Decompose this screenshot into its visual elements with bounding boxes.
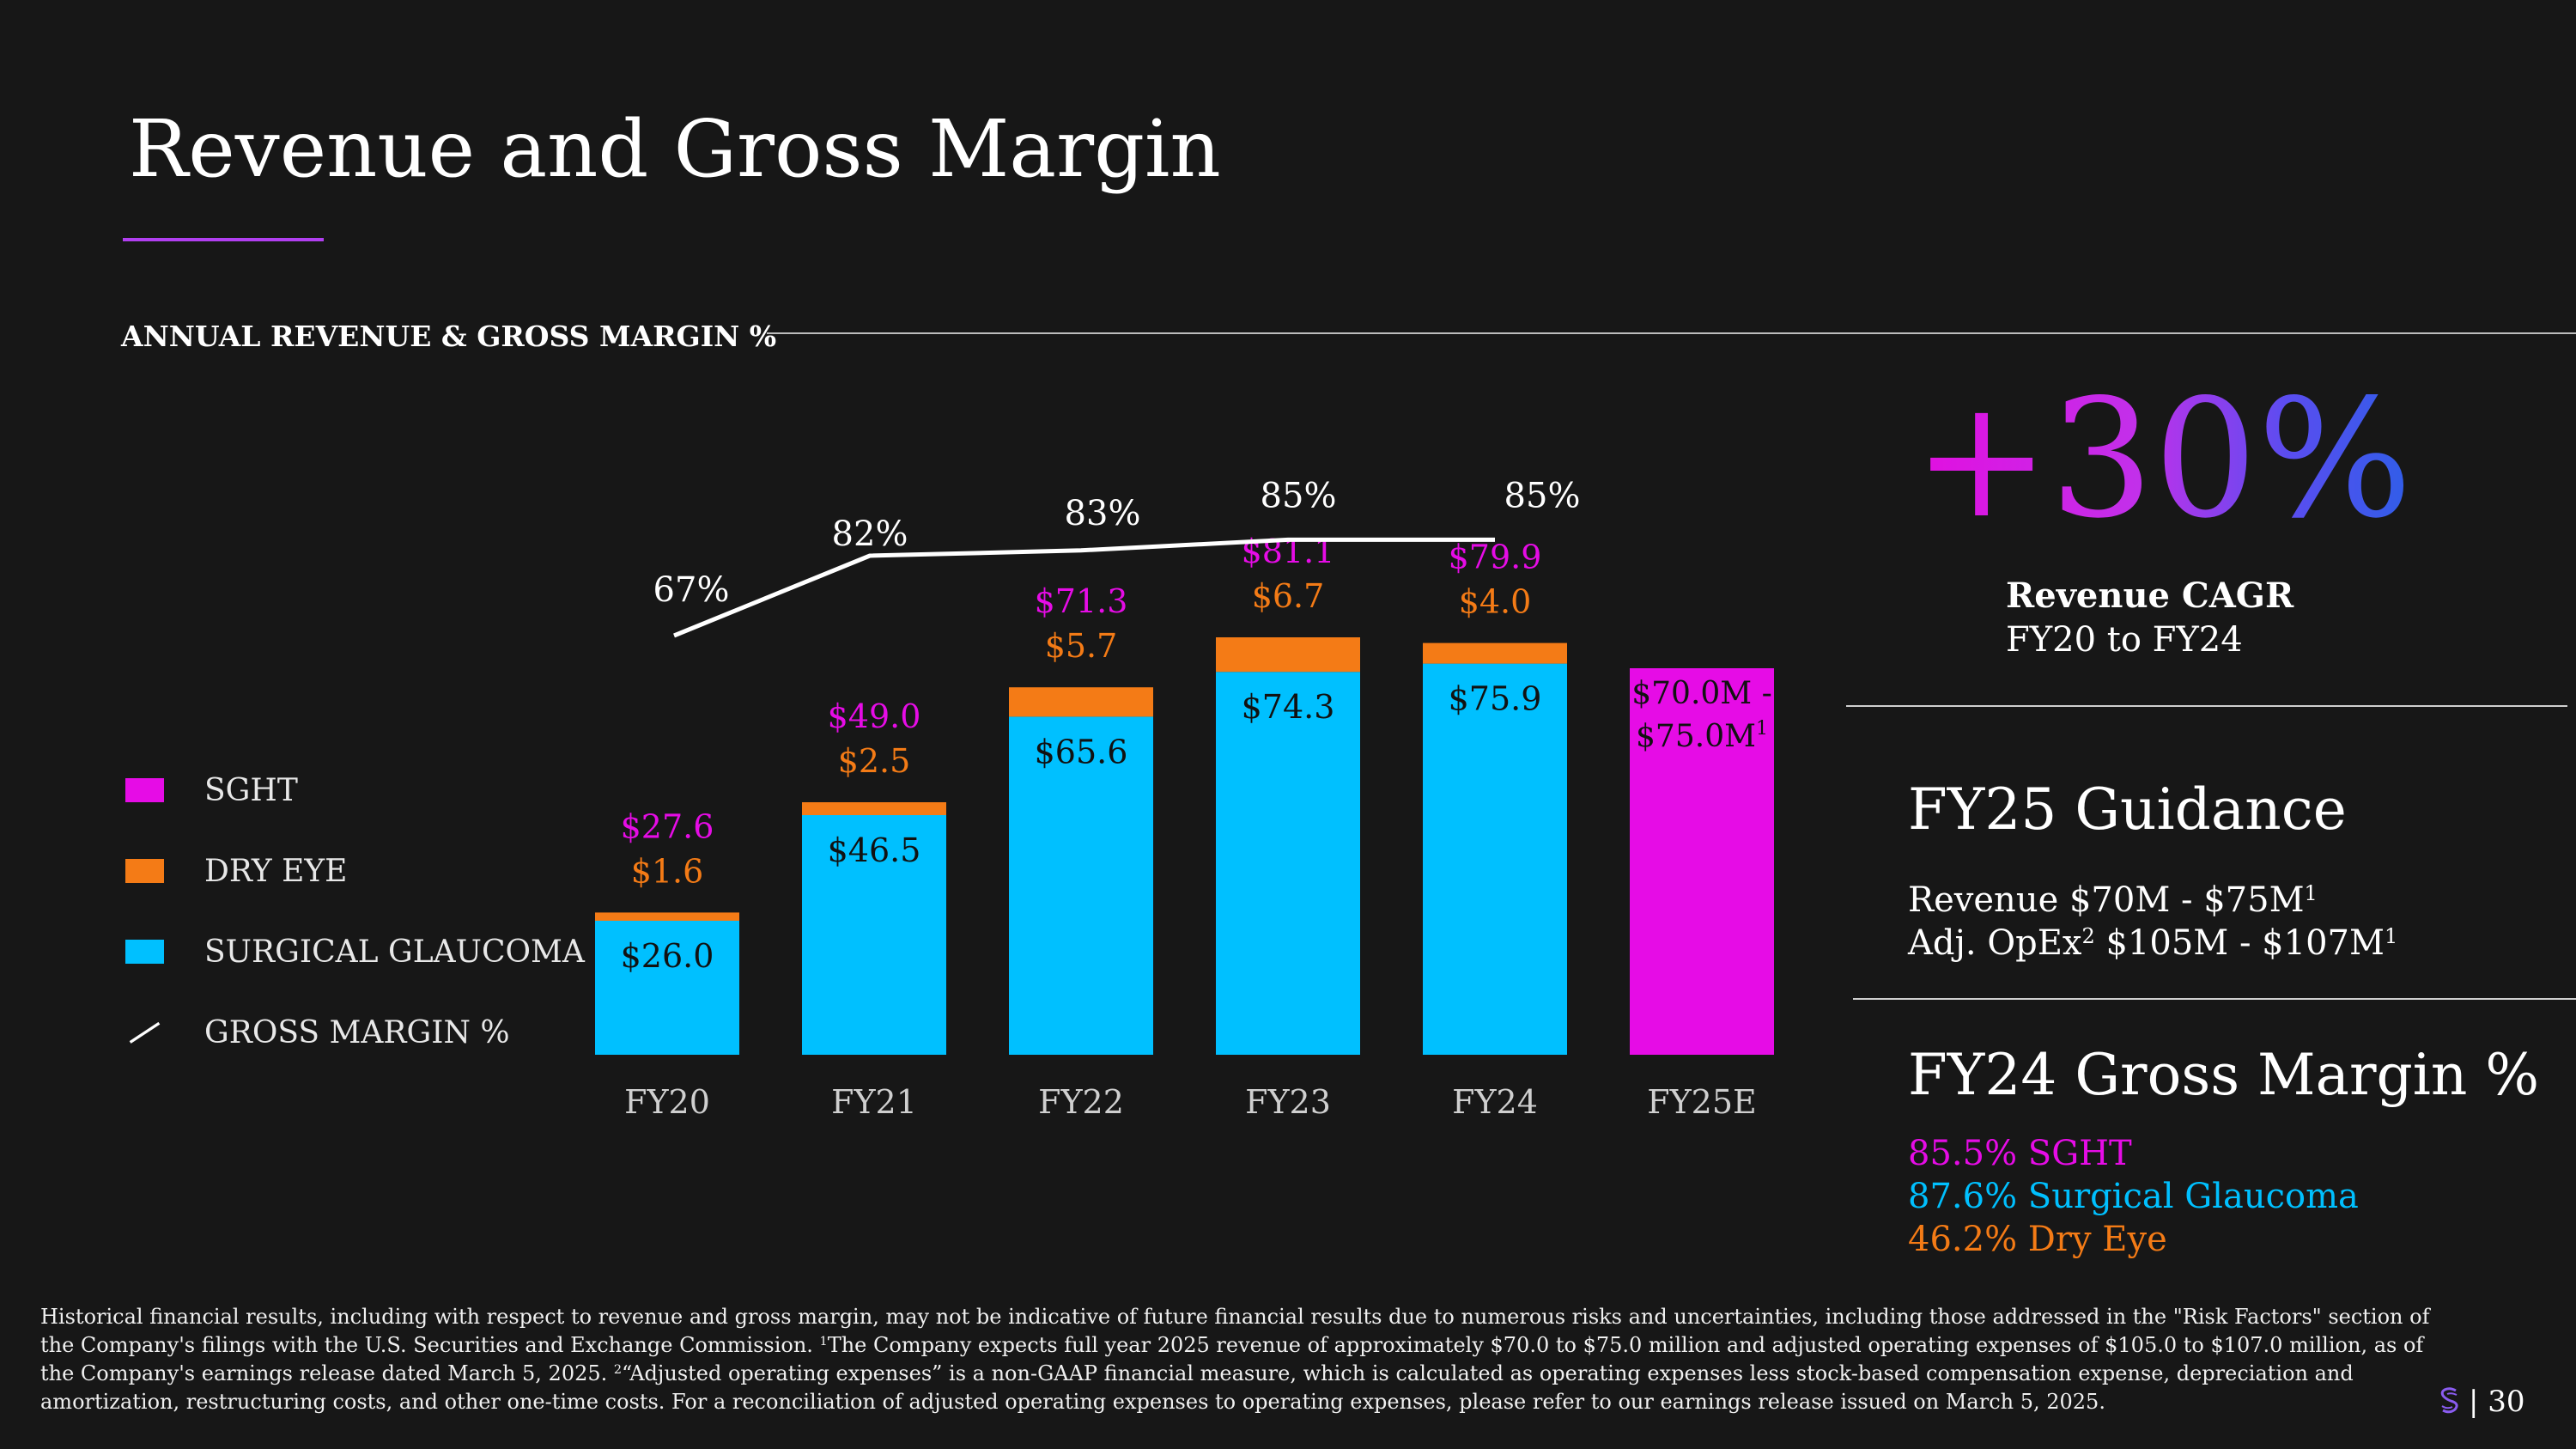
bar-dry-eye-fy21	[802, 802, 946, 815]
legend-label-dry-eye: DRY EYE	[204, 853, 348, 889]
gross-margin-dry-eye: 46.2% Dry Eye	[1908, 1220, 2167, 1259]
bar-dry-eye-fy23	[1216, 637, 1360, 673]
label-surgical-glaucoma-fy21: $46.5	[828, 831, 921, 869]
cagr-value: +30%	[1913, 364, 2413, 554]
footnote-mark: 1	[1756, 718, 1768, 740]
label-surgical-glaucoma-fy23: $74.3	[1242, 688, 1335, 726]
footnote-text: The Company expects full year 2025 reven…	[40, 1333, 2424, 1385]
bar-dry-eye-fy20	[595, 912, 739, 921]
page-title: Revenue and Gross Margin	[129, 103, 1221, 195]
footnote-mark: 2	[613, 1363, 623, 1378]
guidance-opex-text: Adj. OpEx	[1908, 923, 2082, 963]
gross-margin-label-fy21: 82%	[832, 514, 908, 554]
bar-surgical-glaucoma-fy23	[1216, 672, 1360, 1055]
gross-margin-label-fy20: 67%	[653, 570, 730, 610]
label-total-fy22: $71.3	[1035, 582, 1128, 620]
divider	[1846, 705, 2567, 707]
label-dry-eye-fy24: $4.0	[1459, 583, 1532, 621]
title-underline	[123, 238, 324, 241]
legend-item-gross-margin: GROSS MARGIN %	[125, 1011, 510, 1054]
label-surgical-glaucoma-fy24: $75.9	[1449, 680, 1542, 718]
legend-item-dry-eye: DRY EYE	[125, 849, 347, 892]
gross-margin-line	[673, 537, 1495, 638]
gross-margin-surgical-glaucoma: 87.6% Surgical Glaucoma	[1908, 1177, 2359, 1216]
bar-sght-guidance-fy25e	[1630, 668, 1774, 1055]
label-dry-eye-fy22: $5.7	[1045, 627, 1118, 665]
footnote-mark: 2	[2081, 923, 2095, 948]
legend-label-gross-margin: GROSS MARGIN %	[204, 1014, 510, 1050]
bar-dry-eye-fy24	[1423, 642, 1567, 664]
legend-swatch-dry-eye	[125, 859, 164, 883]
legend-line-icon	[129, 1021, 161, 1044]
label-dry-eye-fy21: $2.5	[838, 742, 911, 780]
bar-surgical-glaucoma-fy22	[1009, 716, 1153, 1055]
label-guidance-range-high-fy25e: $75.0M1	[1636, 718, 1768, 754]
cagr-period: FY20 to FY24	[2006, 620, 2243, 660]
guidance-opex: Adj. OpEx2 $105M - $107M1	[1908, 923, 2397, 963]
gross-margin-label-fy24: 85%	[1504, 476, 1581, 515]
guidance-heading: FY25 Guidance	[1908, 776, 2347, 843]
guidance-revenue-text: Revenue $70M - $75M	[1908, 880, 2305, 920]
label-total-fy20: $27.6	[621, 807, 714, 845]
x-tick-fy22: FY22	[1038, 1083, 1124, 1121]
x-tick-fy25e: FY25E	[1647, 1083, 1757, 1121]
bar-surgical-glaucoma-fy21	[802, 815, 946, 1055]
label-surgical-glaucoma-fy22: $65.6	[1035, 733, 1128, 770]
x-tick-fy20: FY20	[624, 1083, 710, 1121]
footnote-mark: 1	[2384, 923, 2398, 948]
legend-item-surgical-glaucoma: SURGICAL GLAUCOMA	[125, 930, 585, 973]
gross-margin-label-fy23: 85%	[1261, 476, 1337, 515]
legend-label-surgical-glaucoma: SURGICAL GLAUCOMA	[204, 934, 585, 970]
gross-margin-label-fy22: 83%	[1065, 494, 1141, 533]
page-number: | 30	[2469, 1385, 2525, 1419]
legend-item-sght: SGHT	[125, 769, 298, 812]
x-tick-fy23: FY23	[1245, 1083, 1331, 1121]
legend-swatch-sght	[125, 778, 164, 802]
logo-icon	[2440, 1387, 2458, 1414]
section-label: ANNUAL REVENUE & GROSS MARGIN %	[121, 320, 777, 353]
label-dry-eye-fy23: $6.7	[1252, 577, 1325, 615]
label-guidance-range-low-fy25e: $70.0M -	[1631, 676, 1772, 711]
x-tick-fy24: FY24	[1452, 1083, 1538, 1121]
guidance-revenue: Revenue $70M - $75M1	[1908, 880, 2318, 920]
gross-margin-sght: 85.5% SGHT	[1908, 1134, 2132, 1173]
bar-surgical-glaucoma-fy24	[1423, 663, 1567, 1055]
legend-label-sght: SGHT	[204, 772, 298, 808]
gross-margin-heading: FY24 Gross Margin %	[1908, 1042, 2540, 1108]
guidance-opex-range: $105M - $107M	[2094, 923, 2385, 963]
footnote-text: “Adjusted operating expenses” is a non-G…	[40, 1361, 2354, 1414]
bar-surgical-glaucoma-fy20	[595, 921, 739, 1055]
footnote-text: Historical financial results, including …	[40, 1305, 2430, 1357]
footnote-mark: 1	[819, 1335, 828, 1349]
x-tick-fy21: FY21	[831, 1083, 917, 1121]
legend-swatch-surgical-glaucoma	[125, 940, 164, 964]
label-total-fy24: $79.9	[1449, 539, 1542, 576]
label-surgical-glaucoma-fy20: $26.0	[621, 937, 714, 975]
label-dry-eye-fy20: $1.6	[631, 852, 704, 890]
footnote: Historical financial results, including …	[40, 1303, 2445, 1416]
bar-dry-eye-fy22	[1009, 687, 1153, 717]
divider	[1853, 998, 2576, 1000]
revenue-chart: $26.0 $1.6 $27.6 FY20 $46.5 $2.5 $49.0 FY21 $65.…	[595, 476, 1774, 1121]
label-total-fy21: $49.0	[828, 697, 921, 735]
cagr-label: Revenue CAGR	[2006, 575, 2294, 616]
section-rule	[767, 332, 2576, 334]
footnote-mark: 1	[2304, 880, 2318, 905]
